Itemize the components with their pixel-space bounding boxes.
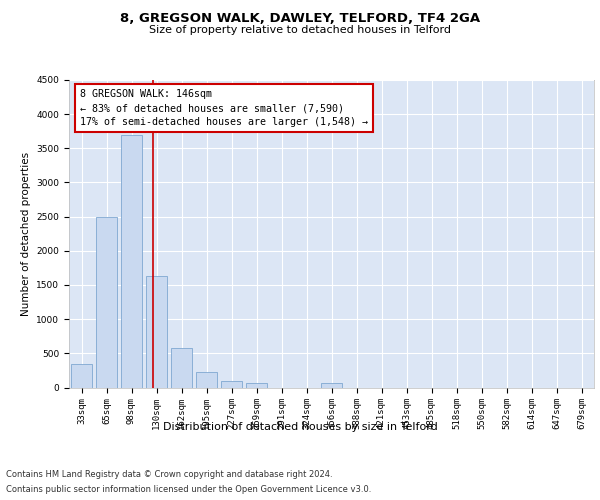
Text: Size of property relative to detached houses in Telford: Size of property relative to detached ho… [149,25,451,35]
Bar [96,216,117,388]
Text: 8 GREGSON WALK: 146sqm
← 83% of detached houses are smaller (7,590)
17% of semi-: 8 GREGSON WALK: 146sqm ← 83% of detached… [79,89,367,127]
Bar [71,364,92,388]
Bar [121,134,142,388]
Bar [196,372,217,388]
Bar [146,276,167,388]
Text: Contains HM Land Registry data © Crown copyright and database right 2024.: Contains HM Land Registry data © Crown c… [6,470,332,479]
Text: Distribution of detached houses by size in Telford: Distribution of detached houses by size … [163,422,437,432]
Bar [246,384,267,388]
Text: 8, GREGSON WALK, DAWLEY, TELFORD, TF4 2GA: 8, GREGSON WALK, DAWLEY, TELFORD, TF4 2G… [120,12,480,26]
Bar [321,384,342,388]
Bar [221,380,242,388]
Y-axis label: Number of detached properties: Number of detached properties [21,152,31,316]
Text: Contains public sector information licensed under the Open Government Licence v3: Contains public sector information licen… [6,485,371,494]
Bar [171,348,192,388]
